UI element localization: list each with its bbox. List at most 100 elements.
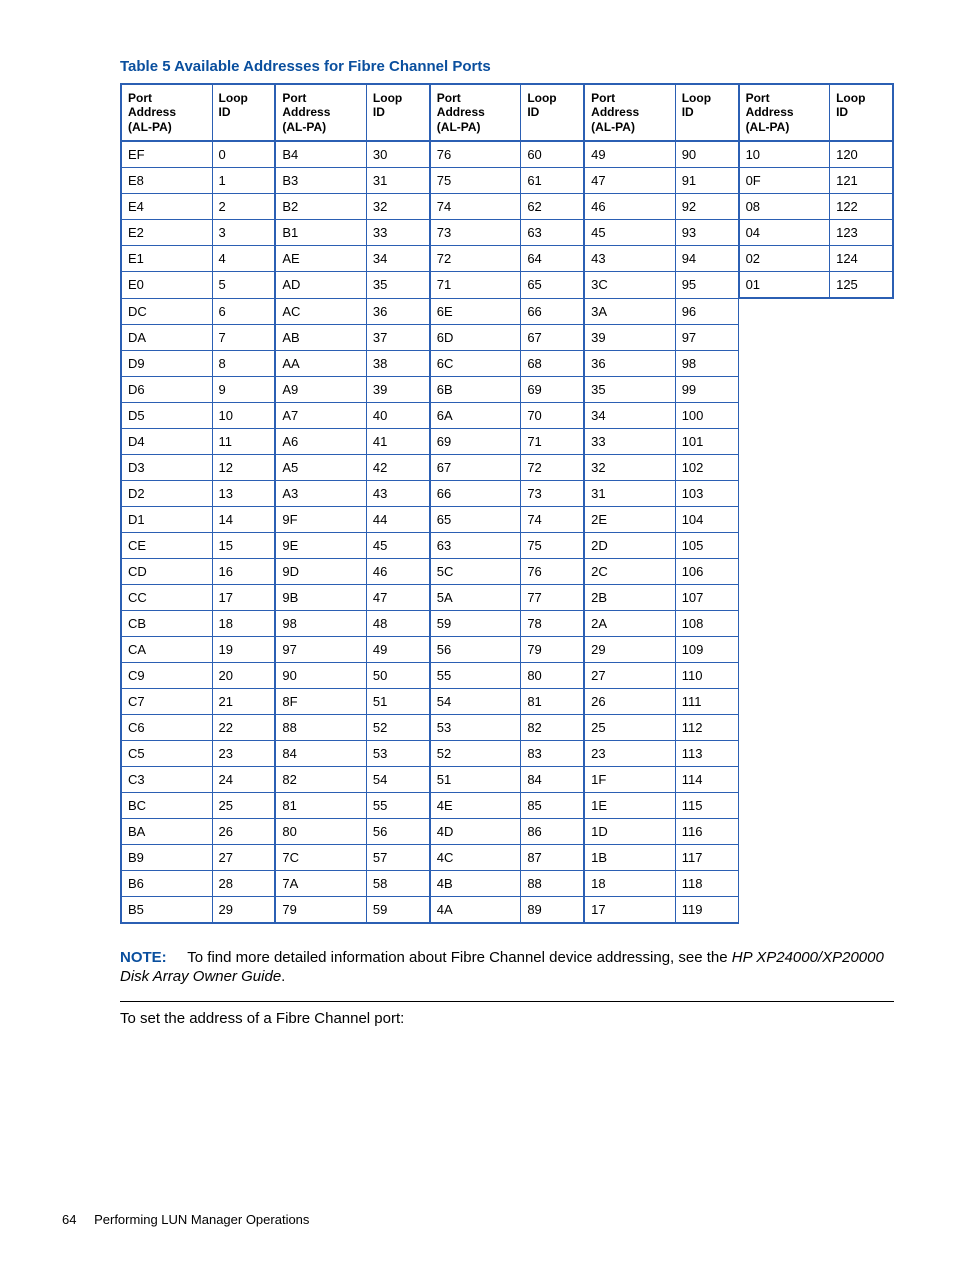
cell-address: 10 — [739, 141, 830, 168]
cell-address: CB — [121, 610, 212, 636]
cell-loop-id: 54 — [366, 766, 429, 792]
cell-address: 9F — [275, 506, 366, 532]
cell-loop-id — [830, 688, 893, 714]
horizontal-rule — [120, 1001, 894, 1002]
cell-address: CD — [121, 558, 212, 584]
cell-address: E2 — [121, 220, 212, 246]
cell-loop-id: 12 — [212, 454, 275, 480]
cell-address: 6B — [430, 376, 521, 402]
cell-loop-id: 93 — [675, 220, 738, 246]
document-page: Table 5 Available Addresses for Fibre Ch… — [0, 0, 954, 1067]
table-row: CC179B475A772B107 — [121, 584, 893, 610]
cell-loop-id: 105 — [675, 532, 738, 558]
table-row: C9209050558027110 — [121, 662, 893, 688]
page-number: 64 — [62, 1212, 76, 1227]
cell-loop-id: 74 — [521, 506, 584, 532]
cell-loop-id: 48 — [366, 610, 429, 636]
cell-loop-id: 25 — [212, 792, 275, 818]
table-row: D312A542677232102 — [121, 454, 893, 480]
cell-loop-id: 50 — [366, 662, 429, 688]
note-label: NOTE: — [120, 949, 167, 966]
cell-loop-id: 123 — [830, 220, 893, 246]
cell-address: EF — [121, 141, 212, 168]
cell-loop-id — [830, 324, 893, 350]
cell-address: AC — [275, 298, 366, 324]
cell-loop-id: 33 — [366, 220, 429, 246]
cell-address: 1F — [584, 766, 675, 792]
table-row: E14AE347264439402124 — [121, 246, 893, 272]
cell-loop-id: 31 — [366, 168, 429, 194]
cell-loop-id: 39 — [366, 376, 429, 402]
cell-address: 2A — [584, 610, 675, 636]
cell-address: 1B — [584, 844, 675, 870]
cell-loop-id: 119 — [675, 896, 738, 923]
cell-address: C3 — [121, 766, 212, 792]
table-row: D98AA386C683698 — [121, 350, 893, 376]
table-caption: Table 5 Available Addresses for Fibre Ch… — [120, 58, 894, 75]
cell-address: 8F — [275, 688, 366, 714]
cell-address: 47 — [584, 168, 675, 194]
cell-loop-id: 102 — [675, 454, 738, 480]
cell-loop-id: 45 — [366, 532, 429, 558]
cell-address — [739, 324, 830, 350]
cell-address: 4E — [430, 792, 521, 818]
cell-address: 25 — [584, 714, 675, 740]
cell-address: 5A — [430, 584, 521, 610]
cell-loop-id: 60 — [521, 141, 584, 168]
cell-loop-id: 111 — [675, 688, 738, 714]
cell-address: 71 — [430, 272, 521, 299]
cell-address: 59 — [430, 610, 521, 636]
cell-loop-id: 36 — [366, 298, 429, 324]
table-row: E05AD3571653C9501125 — [121, 272, 893, 299]
cell-address: 74 — [430, 194, 521, 220]
cell-loop-id — [830, 428, 893, 454]
cell-address: 35 — [584, 376, 675, 402]
cell-loop-id: 14 — [212, 506, 275, 532]
table-row: D69A9396B693599 — [121, 376, 893, 402]
cell-loop-id — [830, 454, 893, 480]
cell-loop-id: 79 — [521, 636, 584, 662]
cell-address — [739, 480, 830, 506]
cell-address: 17 — [584, 896, 675, 923]
cell-loop-id: 40 — [366, 402, 429, 428]
cell-loop-id: 81 — [521, 688, 584, 714]
cell-loop-id: 90 — [675, 141, 738, 168]
cell-address: 76 — [430, 141, 521, 168]
cell-loop-id: 10 — [212, 402, 275, 428]
cell-loop-id — [830, 532, 893, 558]
cell-loop-id: 0 — [212, 141, 275, 168]
cell-address: B2 — [275, 194, 366, 220]
cell-loop-id: 109 — [675, 636, 738, 662]
cell-address: 6A — [430, 402, 521, 428]
table-row: E23B1337363459304123 — [121, 220, 893, 246]
cell-loop-id: 77 — [521, 584, 584, 610]
cell-address: 3A — [584, 298, 675, 324]
cell-loop-id: 91 — [675, 168, 738, 194]
cell-loop-id — [830, 766, 893, 792]
cell-address — [739, 584, 830, 610]
table-row: C5238453528323113 — [121, 740, 893, 766]
cell-address: 33 — [584, 428, 675, 454]
cell-address: C6 — [121, 714, 212, 740]
cell-address: 82 — [275, 766, 366, 792]
cell-address: 36 — [584, 350, 675, 376]
column-header-loop: LoopID — [366, 84, 429, 141]
cell-address — [739, 298, 830, 324]
table-row: D411A641697133101 — [121, 428, 893, 454]
cell-address: 29 — [584, 636, 675, 662]
cell-loop-id — [830, 636, 893, 662]
cell-loop-id: 98 — [675, 350, 738, 376]
table-row: C324825451841F114 — [121, 766, 893, 792]
cell-loop-id: 66 — [521, 298, 584, 324]
cell-address: B6 — [121, 870, 212, 896]
cell-loop-id: 58 — [366, 870, 429, 896]
cell-loop-id: 121 — [830, 168, 893, 194]
cell-address: 04 — [739, 220, 830, 246]
cell-loop-id: 55 — [366, 792, 429, 818]
column-header-loop: LoopID — [675, 84, 738, 141]
cell-address — [739, 454, 830, 480]
table-row: EF0B4307660499010120 — [121, 141, 893, 168]
cell-address: 2B — [584, 584, 675, 610]
cell-loop-id — [830, 610, 893, 636]
cell-address — [739, 350, 830, 376]
